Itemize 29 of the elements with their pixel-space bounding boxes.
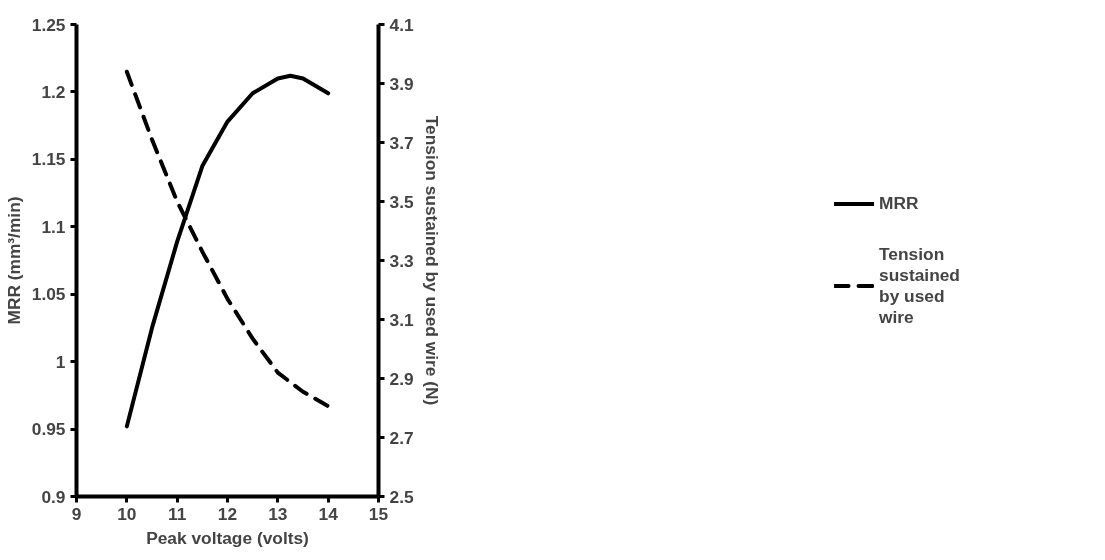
y-tick-label: 1.2 bbox=[41, 81, 66, 102]
y2-tick-label: 2.7 bbox=[389, 427, 414, 448]
y2-tick-label: 4.1 bbox=[389, 14, 414, 35]
x-tick-label: 11 bbox=[168, 503, 187, 524]
y-axis-title: MRR (mm³/min) bbox=[3, 196, 24, 325]
y-tick-label: 1.15 bbox=[31, 149, 66, 170]
x-tick-label: 10 bbox=[117, 503, 137, 524]
y-tick-label: 1.1 bbox=[41, 216, 66, 237]
x-tick-label: 12 bbox=[217, 503, 238, 524]
y2-tick-label: 3.5 bbox=[389, 191, 414, 212]
y2-tick-label: 2.5 bbox=[389, 486, 414, 507]
x-tick-label: 9 bbox=[71, 503, 82, 524]
y2-tick-label: 3.9 bbox=[389, 73, 414, 94]
y2-tick-label: 2.9 bbox=[389, 368, 414, 389]
y-tick-label: 0.9 bbox=[41, 486, 66, 507]
legend-label: MRR bbox=[879, 192, 919, 214]
legend-label: Tension sustained by used wire bbox=[879, 243, 960, 328]
y-tick-label: 1 bbox=[55, 351, 66, 372]
x-axis-title: Peak voltage (volts) bbox=[146, 527, 309, 548]
y2-tick-label: 3.7 bbox=[389, 132, 414, 153]
y2-tick-label: 3.3 bbox=[389, 250, 414, 271]
y-tick-label: 1.05 bbox=[31, 284, 66, 305]
y-tick-label: 0.95 bbox=[31, 419, 66, 440]
y2-tick-label: 3.1 bbox=[389, 309, 414, 330]
y-tick-label: 1.25 bbox=[31, 14, 66, 35]
x-tick-label: 13 bbox=[268, 503, 288, 524]
x-tick-label: 15 bbox=[368, 503, 389, 524]
y2-axis-title: Tension sustained by used wire (N) bbox=[421, 115, 442, 406]
x-tick-label: 14 bbox=[318, 503, 339, 524]
